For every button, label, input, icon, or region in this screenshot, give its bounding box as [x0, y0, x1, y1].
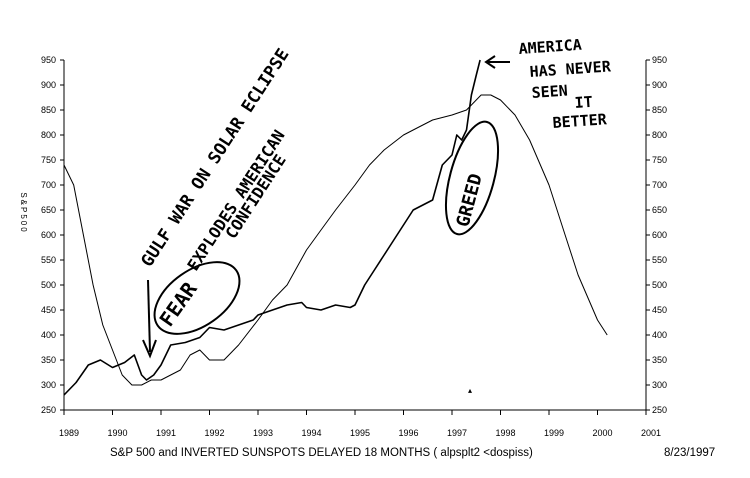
fear-label: FEAR	[154, 277, 202, 331]
greed-annotation: GREED	[444, 120, 500, 236]
x-tick-label: 1990	[107, 428, 127, 438]
x-tick-label: 1993	[253, 428, 273, 438]
y-tick-label-right: 450	[652, 305, 667, 315]
x-tick-label: 1992	[204, 428, 224, 438]
series-layer	[63, 59, 608, 396]
y-tick-label-left: 350	[41, 355, 56, 365]
sp500-line	[63, 59, 481, 396]
better-line-3: SEEN	[531, 82, 568, 102]
y-tick-label-right: 750	[652, 155, 667, 165]
y-axis-label: S&P500	[19, 192, 28, 233]
x-tick-label: 1994	[301, 428, 321, 438]
y-tick-label-left: 650	[41, 205, 56, 215]
stray-dot: ▴	[468, 386, 472, 395]
y-tick-label-left: 900	[41, 80, 56, 90]
y-tick-label-left: 250	[41, 405, 56, 415]
y-tick-label-right: 300	[652, 380, 667, 390]
y-tick-label-right: 400	[652, 330, 667, 340]
y-tick-label-left: 950	[41, 55, 56, 65]
better-line-2: HAS NEVER	[529, 57, 612, 81]
y-tick-label-right: 850	[652, 105, 667, 115]
y-tick-label-right: 500	[652, 280, 667, 290]
y-ticks-right: 250 300 350 400 450 500 550 600 650 700 750 800 850 9…	[646, 55, 667, 415]
x-tick-label: 1997	[447, 428, 467, 438]
y-tick-label-left: 450	[41, 305, 56, 315]
y-tick-label-right: 600	[652, 230, 667, 240]
fear-circle	[153, 261, 241, 335]
y-tick-label-right: 800	[652, 130, 667, 140]
y-tick-label-right: 700	[652, 180, 667, 190]
better-annotation: AMERICA HAS NEVER SEEN IT BETTER	[484, 36, 612, 132]
x-tick-label: 1998	[495, 428, 515, 438]
x-ticks: 1989 1990 1991 1992 1993 1994 1995 1996 1997 1998…	[59, 410, 661, 438]
y-tick-label-right: 650	[652, 205, 667, 215]
y-tick-label-right: 900	[652, 80, 667, 90]
x-tick-label: 2001	[641, 428, 661, 438]
y-tick-label-left: 600	[41, 230, 56, 240]
y-tick-label-left: 850	[41, 105, 56, 115]
x-tick-label: 2000	[592, 428, 612, 438]
axes-frame	[63, 60, 647, 411]
y-ticks-left: 250 300 350 400 450 500 550 600 650 700 750 800 850 9…	[41, 55, 64, 415]
greed-circle	[444, 120, 500, 236]
chart-date: 8/23/1997	[664, 447, 715, 459]
x-tick-label: 1991	[156, 428, 176, 438]
greed-label: GREED	[453, 171, 487, 229]
y-tick-label-right: 250	[652, 405, 667, 415]
y-tick-label-right: 550	[652, 255, 667, 265]
better-line-5: BETTER	[552, 110, 608, 132]
better-line-4: IT	[574, 93, 593, 112]
y-tick-label-left: 300	[41, 380, 56, 390]
y-tick-label-left: 750	[41, 155, 56, 165]
y-tick-label-left: 800	[41, 130, 56, 140]
y-tick-label-left: 700	[41, 180, 56, 190]
y-tick-label-right: 350	[652, 355, 667, 365]
x-tick-label: 1995	[350, 428, 370, 438]
better-arrow	[484, 55, 510, 69]
x-tick-label: 1989	[59, 428, 79, 438]
y-tick-label-left: 500	[41, 280, 56, 290]
better-line-1: AMERICA	[518, 36, 582, 58]
y-tick-label-left: 550	[41, 255, 56, 265]
gulf-war-annotation: GULF WAR ON SOLAR ECLIPSE EXPLODES AMERI…	[137, 45, 293, 274]
x-tick-label: 1996	[398, 428, 418, 438]
y-tick-label-left: 400	[41, 330, 56, 340]
gulf-war-arrow	[142, 279, 157, 359]
sunspots-line	[63, 94, 608, 386]
y-tick-label-right: 950	[652, 55, 667, 65]
x-tick-label: 1999	[544, 428, 564, 438]
chart-caption: S&P 500 and INVERTED SUNSPOTS DELAYED 18…	[110, 447, 533, 459]
